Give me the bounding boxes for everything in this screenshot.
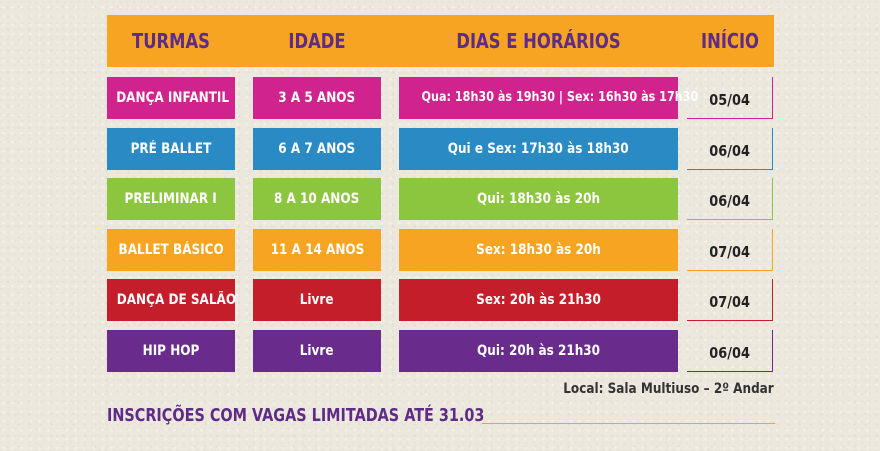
dias-label: Qui: 20h às 21h30 <box>476 343 601 359</box>
idade-cell: Livre <box>253 330 381 372</box>
inicio-cell: 06/04 <box>687 330 773 372</box>
turma-cell: HIP HOP <box>107 330 235 372</box>
turma-label: PRELIMINAR I <box>124 191 218 207</box>
turma-cell: PRÉ BALLET <box>107 128 235 170</box>
idade-cell: 6 A 7 ANOS <box>253 128 381 170</box>
table-row: DANÇA INFANTIL 3 A 5 ANOS Qua: 18h30 às … <box>0 77 880 119</box>
table-row: HIP HOP Livre Qui: 20h às 21h30 06/04 <box>0 330 880 372</box>
schedule-header: TURMAS IDADE DIAS E HORÁRIOS INÍCIO <box>107 15 774 67</box>
header-idade: IDADE <box>288 29 346 53</box>
turma-label: BALLET BÁSICO <box>118 242 224 258</box>
header-inicio: INÍCIO <box>700 29 760 53</box>
turma-label: HIP HOP <box>142 343 200 359</box>
idade-label: Livre <box>300 292 334 308</box>
registration-notice: INSCRIÇÕES COM VAGAS LIMITADAS ATÉ 31.03 <box>107 405 485 426</box>
turma-cell: BALLET BÁSICO <box>107 229 235 271</box>
inicio-cell: 05/04 <box>687 77 773 119</box>
inicio-underline <box>687 371 773 372</box>
inicio-date: 07/04 <box>709 293 751 311</box>
idade-label: 3 A 5 ANOS <box>278 90 356 106</box>
idade-cell: Livre <box>253 279 381 321</box>
dias-cell: Qui: 20h às 21h30 <box>399 330 678 372</box>
idade-label: 11 A 14 ANOS <box>270 242 364 258</box>
header-turmas: TURMAS <box>132 29 210 53</box>
idade-label: 6 A 7 ANOS <box>278 141 356 157</box>
idade-label: 8 A 10 ANOS <box>274 191 360 207</box>
turma-label: PRÉ BALLET <box>130 141 212 157</box>
dias-cell: Qui: 18h30 às 20h <box>399 178 678 220</box>
inicio-divider <box>772 279 773 321</box>
inicio-date: 06/04 <box>709 344 751 362</box>
turma-cell: DANÇA DE SALÃO <box>107 279 237 321</box>
idade-label: Livre <box>300 343 334 359</box>
inicio-date: 06/04 <box>709 192 751 210</box>
location-note: Local: Sala Multiuso – 2º Andar <box>563 381 774 397</box>
dias-label: Sex: 18h30 às 20h <box>476 242 601 258</box>
table-row: BALLET BÁSICO 11 A 14 ANOS Sex: 18h30 às… <box>0 229 880 271</box>
table-row: DANÇA DE SALÃO Livre Sex: 20h às 21h30 0… <box>0 279 880 321</box>
idade-cell: 8 A 10 ANOS <box>253 178 381 220</box>
inicio-date: 05/04 <box>709 91 751 109</box>
inicio-underline <box>687 219 773 220</box>
inicio-date: 07/04 <box>709 243 751 261</box>
inicio-divider <box>772 229 773 271</box>
inicio-divider <box>772 178 773 220</box>
inicio-underline <box>687 320 773 321</box>
dias-cell: Qua: 18h30 às 19h30 | Sex: 16h30 às 17h3… <box>399 77 698 119</box>
inicio-underline <box>687 270 773 271</box>
inicio-underline <box>687 118 773 119</box>
inicio-underline <box>687 169 773 170</box>
turma-label: DANÇA INFANTIL <box>116 90 230 106</box>
notice-divider-line <box>482 423 775 424</box>
inicio-cell: 06/04 <box>687 128 773 170</box>
dias-cell: Qui e Sex: 17h30 às 18h30 <box>399 128 678 170</box>
table-row: PRÉ BALLET 6 A 7 ANOS Qui e Sex: 17h30 à… <box>0 128 880 170</box>
inicio-cell: 06/04 <box>687 178 773 220</box>
header-dias-horarios: DIAS E HORÁRIOS <box>456 29 621 53</box>
dias-label: Sex: 20h às 21h30 <box>476 292 601 308</box>
dias-label: Qui e Sex: 17h30 às 18h30 <box>448 141 629 157</box>
dias-cell: Sex: 18h30 às 20h <box>399 229 678 271</box>
inicio-date: 06/04 <box>709 142 751 160</box>
dias-label: Qua: 18h30 às 19h30 | Sex: 16h30 às 17h3… <box>421 90 699 105</box>
inicio-cell: 07/04 <box>687 229 773 271</box>
idade-cell: 3 A 5 ANOS <box>253 77 381 119</box>
turma-label: DANÇA DE SALÃO <box>116 292 237 308</box>
turma-cell: PRELIMINAR I <box>107 178 235 220</box>
inicio-divider <box>772 330 773 372</box>
inicio-divider <box>772 128 773 170</box>
dias-label: Qui: 18h30 às 20h <box>476 191 601 207</box>
table-row: PRELIMINAR I 8 A 10 ANOS Qui: 18h30 às 2… <box>0 178 880 220</box>
turma-cell: DANÇA INFANTIL <box>107 77 235 119</box>
inicio-cell: 07/04 <box>687 279 773 321</box>
inicio-divider <box>772 77 773 119</box>
dias-cell: Sex: 20h às 21h30 <box>399 279 678 321</box>
idade-cell: 11 A 14 ANOS <box>253 229 381 271</box>
